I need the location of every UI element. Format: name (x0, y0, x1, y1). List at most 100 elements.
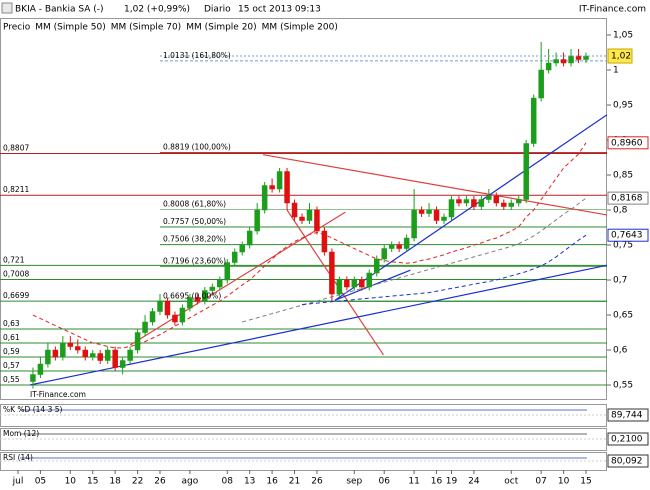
candle-body (60, 342, 66, 358)
candle-body (456, 199, 462, 204)
indicator-value-tag (607, 454, 649, 468)
candle-body (89, 353, 96, 358)
fib-label: 0.8008 (61,80%) (163, 199, 226, 208)
last-price-label: 1,02 (611, 52, 631, 62)
candle-body (538, 69, 544, 99)
candle-body (441, 216, 447, 221)
indicator-name: %K %D (14 3 5) (3, 405, 62, 414)
fib-label: 0.7196 (23,60%) (163, 256, 226, 265)
candle-body (127, 349, 133, 361)
x-tick-label: 21 (289, 477, 300, 487)
candle-body (448, 199, 455, 218)
candle-body (381, 248, 387, 260)
level-label: 0,61 (3, 333, 20, 342)
indicator-value: 80,092 (611, 457, 643, 467)
level-label: 0,63 (3, 319, 20, 328)
candle-body (344, 279, 350, 288)
indicator-value-tag (607, 432, 649, 446)
candle-body (418, 209, 425, 214)
fib-label: 0.8819 (100,00%) (163, 143, 231, 152)
candle-body (246, 230, 253, 246)
title: BKIA - Bankia SA (-) (15, 5, 104, 15)
candle-body (52, 349, 59, 358)
candle-body (284, 171, 290, 204)
candle-body (172, 314, 178, 323)
legend-entry: MM (Simple 50) (35, 23, 105, 33)
last-value-label: 0,8960 (611, 138, 643, 148)
candle-body (486, 195, 492, 200)
x-tick-label: 18 (109, 477, 121, 487)
x-tick-label: oct (504, 477, 518, 487)
level-label: 0,8211 (3, 185, 29, 194)
fib-label: 0.7506 (38,20%) (163, 235, 226, 244)
level-label: 0,6699 (3, 291, 29, 300)
candle-body (306, 209, 313, 221)
plot (0, 42, 607, 389)
candle-body (575, 55, 582, 60)
y-tick-label: 0,85 (613, 171, 633, 181)
x-tick-label: 16 (266, 477, 278, 487)
x-tick-label: 10 (65, 477, 77, 487)
legend-entry: Precio (3, 23, 31, 33)
period: Diario (204, 5, 231, 15)
indicator-value: 89,744 (611, 411, 643, 421)
trendline (286, 209, 384, 356)
candle-body (194, 297, 201, 302)
level-label: 0,55 (3, 375, 20, 384)
candle-body (583, 55, 589, 60)
candle-body (314, 209, 320, 232)
legend-entry: MM (Simple 70) (111, 23, 181, 33)
candle-body (112, 349, 118, 368)
candle-body (209, 286, 216, 291)
indicator-panel (0, 452, 607, 471)
fib-label: 0.6695 (0,00%) (163, 291, 221, 300)
x-tick-label: 06 (378, 477, 390, 487)
level-label: 0,721 (3, 255, 25, 264)
trendline (263, 154, 607, 216)
x-tick-label: 22 (132, 477, 143, 487)
moving-average (301, 234, 587, 306)
x-tick-label: 16 (431, 477, 443, 487)
x-tick-label: sep (346, 477, 362, 487)
last-value-tag (607, 136, 649, 150)
candle-body (142, 321, 148, 333)
y-tick-label: 0,8 (613, 206, 628, 216)
x-tick-label: 05 (35, 477, 46, 487)
candle-body (299, 216, 305, 221)
x-tick-label: jul (12, 477, 24, 487)
y-tick-label: 0,55 (613, 381, 633, 391)
candle-body (149, 311, 156, 323)
candle-body (373, 258, 380, 274)
last-value-tag (607, 191, 649, 205)
candle-body (217, 279, 223, 288)
indicator-value-tag (607, 408, 649, 422)
candle-body (187, 297, 193, 309)
candle-body (433, 209, 440, 221)
candle-body (134, 332, 141, 351)
x-tick-label: 19 (446, 477, 458, 487)
candle-body (493, 195, 500, 204)
candle-body (388, 244, 395, 249)
y-tick-label: 0,6 (613, 346, 628, 356)
candle-body (508, 202, 515, 207)
indicator-name: Mom (12) (3, 429, 39, 438)
candle-body (119, 360, 126, 368)
indicator-name: RSI (14) (3, 453, 33, 462)
brand: IT-Finance.com (579, 5, 646, 15)
x-tick-label: 08 (222, 477, 234, 487)
legend-entry: MM (Simple 200) (262, 23, 338, 33)
candle-body (45, 349, 51, 365)
candle-body (560, 59, 567, 64)
y-tick-label: 0,95 (613, 101, 633, 111)
candle-body (254, 209, 260, 232)
x-tick-label: 13 (244, 477, 255, 487)
x-tick-label: 15 (580, 477, 591, 487)
header-icon (1, 2, 13, 14)
candle-body (97, 353, 103, 361)
x-tick-label: 26 (154, 477, 166, 487)
last-price-tag (607, 48, 633, 64)
x-tick-label: 26 (311, 477, 323, 487)
x-tick-label: 11 (408, 477, 419, 487)
candle-body (261, 185, 268, 211)
